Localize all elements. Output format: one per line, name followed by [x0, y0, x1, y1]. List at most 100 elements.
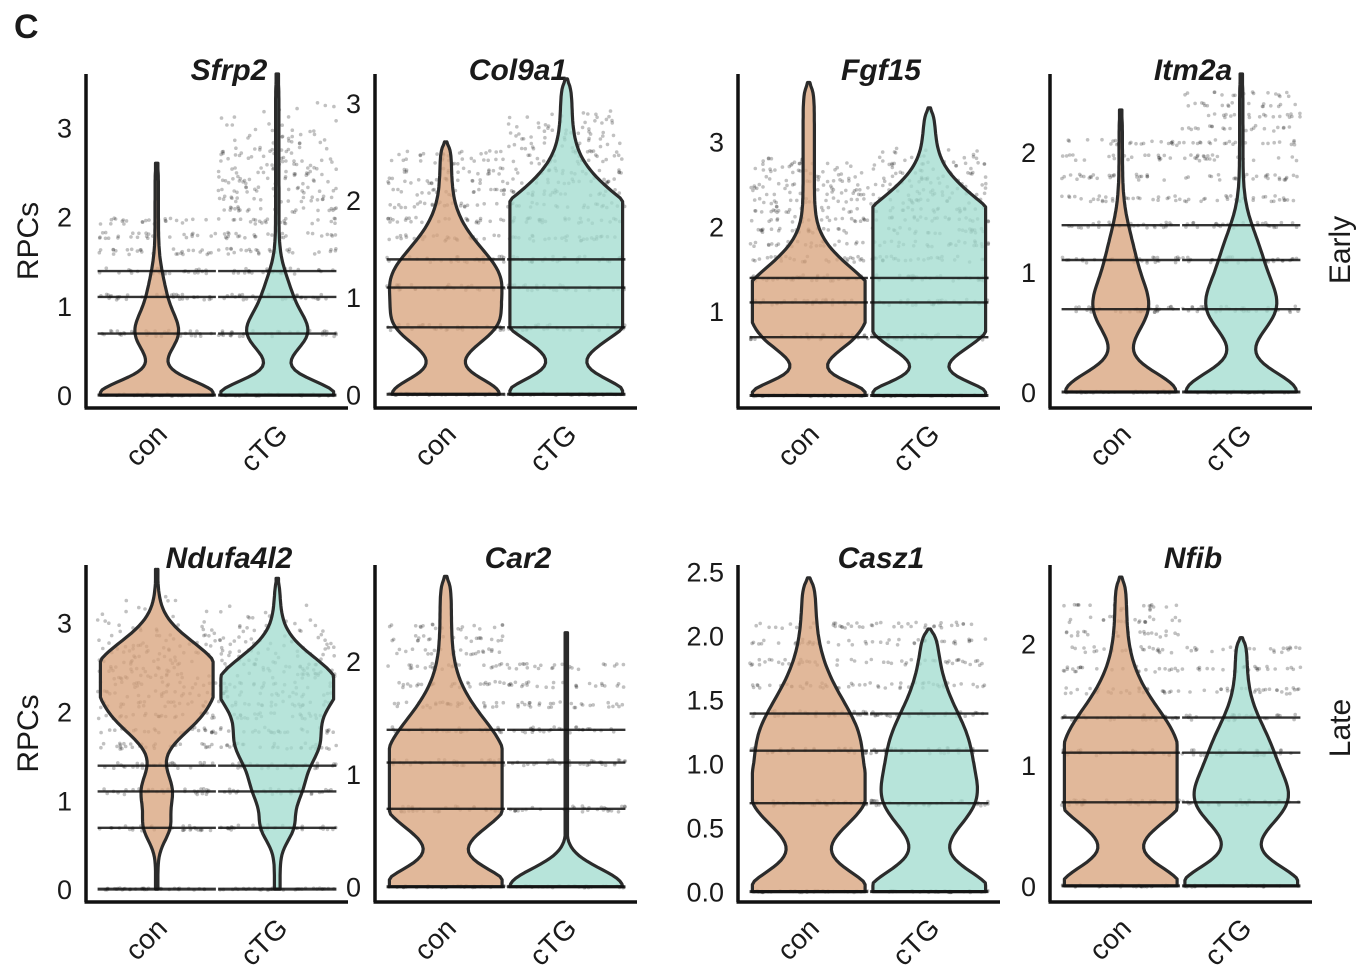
data-point: [849, 209, 853, 214]
data-point: [234, 171, 239, 175]
data-point: [304, 171, 309, 175]
y-tick-label: 2.0: [686, 621, 724, 651]
data-point: [827, 218, 832, 223]
data-point: [765, 255, 770, 260]
data-point: [909, 155, 914, 160]
data-point: [478, 181, 482, 185]
data-point: [252, 196, 256, 201]
data-point: [755, 683, 760, 687]
data-point: [537, 161, 541, 166]
data-point: [1173, 666, 1178, 671]
data-point: [778, 226, 782, 231]
data-point: [1167, 668, 1172, 672]
data-point: [264, 220, 268, 225]
data-point: [226, 180, 231, 185]
data-point: [749, 185, 753, 190]
data-point: [763, 660, 767, 664]
data-point: [621, 685, 626, 689]
data-point: [790, 183, 795, 187]
data-point: [230, 292, 234, 297]
x-tick-label-con: con: [119, 912, 173, 966]
data-point: [520, 137, 524, 141]
data-point: [109, 222, 113, 226]
data-point: [1180, 667, 1185, 671]
data-point: [241, 297, 246, 302]
data-point: [319, 292, 324, 297]
data-point: [1263, 194, 1268, 199]
data-point: [984, 181, 988, 186]
data-point: [767, 219, 771, 224]
data-point: [1092, 645, 1096, 649]
data-point: [468, 685, 472, 689]
data-point: [209, 234, 213, 238]
data-point: [616, 810, 621, 814]
data-point: [501, 157, 505, 162]
data-point: [103, 619, 107, 623]
data-point: [893, 151, 898, 155]
data-point: [219, 159, 223, 163]
data-point: [496, 639, 501, 643]
data-point: [963, 161, 968, 166]
data-point: [324, 746, 329, 750]
data-point: [1178, 197, 1182, 202]
data-point: [1234, 177, 1238, 181]
data-point: [316, 208, 320, 213]
data-point: [754, 623, 758, 628]
data-point: [1291, 667, 1296, 672]
data-point: [1159, 140, 1163, 144]
data-point: [1076, 630, 1080, 634]
data-point: [825, 192, 829, 197]
data-point: [616, 153, 621, 158]
x-tick-label-cTG: cTG: [523, 418, 582, 477]
data-point: [252, 233, 256, 237]
data-point: [173, 598, 178, 603]
data-point: [855, 240, 859, 244]
data-point: [603, 763, 608, 767]
data-point: [196, 728, 201, 733]
data-point: [1197, 668, 1202, 672]
data-point: [896, 621, 901, 625]
data-point: [1158, 635, 1163, 639]
data-point: [1221, 667, 1225, 672]
data-point: [1266, 91, 1270, 95]
data-point: [753, 209, 758, 213]
data-point: [241, 180, 245, 184]
data-point: [1285, 112, 1290, 117]
data-point: [1158, 156, 1163, 161]
data-point: [525, 662, 529, 666]
data-point: [311, 178, 316, 182]
data-point: [773, 208, 777, 213]
data-point: [525, 683, 529, 687]
data-point: [286, 147, 291, 152]
data-point: [610, 118, 614, 123]
data-point: [1265, 664, 1269, 669]
data-point: [220, 150, 225, 154]
data-point: [201, 627, 206, 632]
data-point: [432, 187, 436, 192]
data-point: [899, 624, 904, 629]
data-point: [1073, 158, 1078, 162]
data-point: [1277, 177, 1282, 182]
data-point: [846, 622, 850, 626]
data-point: [850, 643, 855, 647]
data-point: [469, 156, 474, 161]
data-point: [869, 657, 874, 662]
data-point: [1225, 689, 1230, 693]
data-point: [213, 231, 218, 236]
data-point: [1077, 603, 1081, 607]
data-point: [229, 247, 233, 251]
data-point: [1212, 112, 1217, 116]
data-point: [1255, 220, 1260, 225]
data-point: [1100, 137, 1104, 142]
data-point: [1201, 154, 1206, 158]
data-point: [981, 684, 985, 689]
data-point: [1186, 126, 1191, 130]
data-point: [511, 177, 515, 181]
data-point: [111, 252, 116, 256]
data-point: [1182, 140, 1186, 145]
data-point: [230, 196, 234, 200]
data-point: [1142, 603, 1146, 608]
data-point: [146, 236, 150, 240]
data-point: [271, 167, 275, 171]
data-point: [906, 622, 910, 626]
